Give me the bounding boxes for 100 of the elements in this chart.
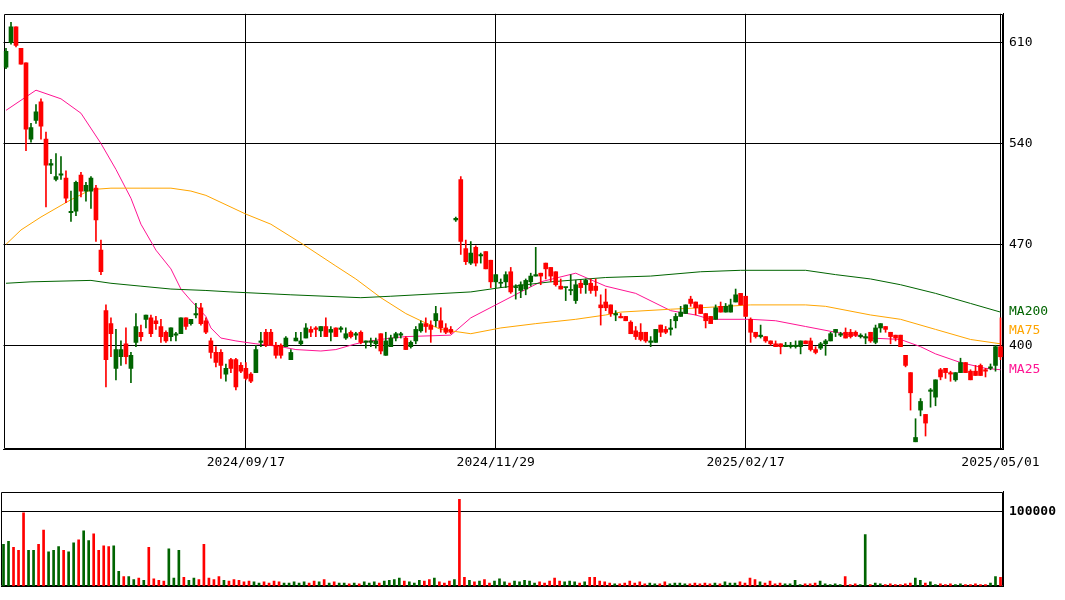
bar — [633, 582, 637, 587]
bar — [503, 581, 506, 587]
bar — [944, 584, 947, 587]
candlestick — [563, 286, 569, 301]
bar — [402, 580, 406, 587]
bar — [453, 579, 456, 587]
bar — [593, 576, 597, 587]
bar — [588, 576, 592, 587]
bar — [443, 582, 446, 587]
bar — [72, 542, 75, 587]
bar — [142, 579, 146, 587]
bar — [603, 581, 607, 587]
bar — [87, 540, 91, 587]
bar — [428, 579, 431, 587]
bar — [473, 581, 476, 587]
bar — [337, 582, 341, 587]
bar — [32, 549, 35, 587]
candlestick — [513, 284, 519, 300]
candlestick — [353, 331, 359, 340]
bar — [42, 529, 45, 587]
candlestick — [53, 153, 59, 182]
bar — [448, 580, 451, 587]
bar — [954, 584, 957, 587]
bar — [898, 584, 902, 587]
bar — [528, 580, 531, 587]
bar — [598, 580, 602, 587]
candlestick — [498, 278, 504, 288]
bar — [418, 579, 421, 587]
bar — [372, 581, 376, 587]
bar — [102, 545, 106, 587]
bar — [533, 582, 536, 587]
bar — [558, 580, 561, 587]
bar — [367, 582, 371, 587]
bar — [137, 577, 141, 587]
bar — [463, 576, 466, 587]
bar — [523, 579, 526, 587]
bar — [407, 581, 411, 587]
bar — [12, 546, 15, 587]
bar — [548, 580, 551, 587]
bar — [984, 584, 987, 587]
bar — [22, 512, 25, 587]
bar — [908, 582, 912, 587]
x-tick-label: 2025/05/01 — [961, 454, 1040, 470]
bar — [538, 581, 541, 587]
bar — [387, 579, 391, 587]
bar — [7, 540, 10, 587]
bar — [848, 584, 852, 587]
candlestick — [58, 156, 64, 180]
bar — [568, 580, 571, 587]
x-tick-label: 2025/02/17 — [706, 454, 785, 470]
y-tick-label: 610 — [1009, 34, 1033, 49]
x-tick-label: 2024/09/17 — [206, 454, 286, 470]
bar — [493, 580, 496, 587]
bar — [648, 582, 652, 587]
bar — [2, 543, 5, 587]
bar — [488, 582, 491, 587]
bar — [919, 579, 922, 587]
bar — [628, 580, 632, 587]
bar — [47, 551, 50, 587]
bar — [478, 580, 481, 587]
bar — [132, 579, 136, 587]
bar — [964, 584, 967, 587]
bar — [127, 576, 131, 587]
bar — [638, 581, 642, 587]
bar — [863, 534, 867, 587]
bar — [342, 582, 346, 587]
bar — [17, 549, 20, 587]
bar — [392, 579, 396, 587]
bar — [498, 578, 501, 587]
bar — [117, 570, 121, 587]
bar — [483, 579, 486, 587]
bar — [77, 539, 80, 587]
bar — [382, 580, 386, 587]
bar — [458, 498, 461, 587]
bar — [122, 576, 126, 587]
bar — [573, 581, 576, 587]
bar — [843, 576, 847, 587]
bar — [27, 549, 30, 587]
bar — [152, 578, 156, 587]
bar — [157, 579, 161, 587]
bar — [52, 549, 55, 587]
series-label: MA75 — [1009, 321, 1041, 337]
x-tick-label: 2024/11/29 — [456, 454, 535, 470]
bar — [82, 530, 85, 587]
bar — [518, 581, 521, 587]
bar — [583, 581, 586, 587]
series-label: MA25 — [1009, 361, 1041, 377]
bar — [994, 576, 997, 587]
bar — [553, 577, 556, 587]
bar — [423, 580, 426, 587]
bar — [162, 580, 166, 587]
bar — [67, 551, 70, 587]
bar — [969, 584, 972, 587]
bar — [929, 581, 932, 587]
bar — [883, 584, 887, 587]
bar — [934, 584, 937, 587]
bar — [979, 584, 982, 587]
bar — [352, 582, 356, 587]
bar — [858, 584, 862, 587]
series-label: MA200 — [1009, 303, 1049, 319]
